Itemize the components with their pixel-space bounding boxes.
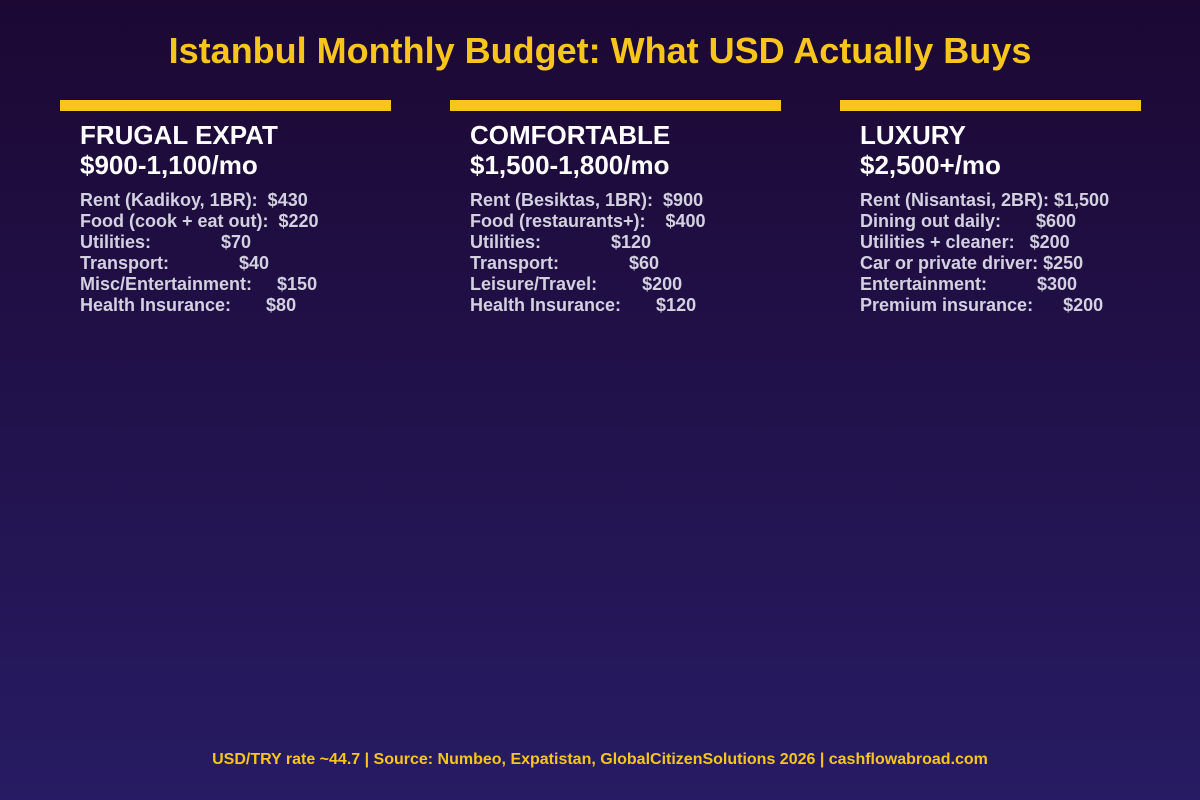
budget-column-luxury: LUXURY $2,500+/mo Rent (Nisantasi, 2BR):… [840, 100, 1141, 316]
expense-item: Transport: $40 [80, 253, 270, 273]
tier-heading: LUXURY [860, 120, 966, 150]
expense-item: Utilities: $70 [80, 232, 252, 252]
expense-item: Leisure/Travel: $200 [470, 274, 683, 294]
expense-list: Rent (Nisantasi, 2BR): $1,500 Dining out… [860, 190, 1141, 316]
expense-item: Premium insurance: $200 [860, 295, 1104, 315]
accent-bar [840, 100, 1141, 111]
expense-item: Transport: $60 [470, 253, 660, 273]
tier-price: $2,500+/mo [860, 150, 1001, 180]
expense-list: Rent (Kadikoy, 1BR): $430 Food (cook + e… [80, 190, 391, 316]
accent-bar [60, 100, 391, 111]
expense-list: Rent (Besiktas, 1BR): $900 Food (restaur… [470, 190, 781, 316]
expense-item: Rent (Besiktas, 1BR): $900 [470, 190, 704, 210]
tier-heading: FRUGAL EXPAT [80, 120, 278, 150]
expense-item: Rent (Kadikoy, 1BR): $430 [80, 190, 308, 210]
expense-item: Entertainment: $300 [860, 274, 1078, 294]
budget-column-frugal: FRUGAL EXPAT $900-1,100/mo Rent (Kadikoy… [60, 100, 391, 316]
expense-item: Health Insurance: $120 [470, 295, 697, 315]
source-footer: USD/TRY rate ~44.7 | Source: Numbeo, Exp… [212, 751, 988, 768]
expense-item: Misc/Entertainment: $150 [80, 274, 318, 294]
expense-item: Utilities + cleaner: $200 [860, 232, 1070, 252]
tier-price: $1,500-1,800/mo [470, 150, 670, 180]
expense-item: Food (restaurants+): $400 [470, 211, 706, 231]
budget-column-comfortable: COMFORTABLE $1,500-1,800/mo Rent (Besikt… [450, 100, 781, 316]
tier-price: $900-1,100/mo [80, 150, 258, 180]
accent-bar [450, 100, 781, 111]
expense-item: Dining out daily: $600 [860, 211, 1077, 231]
expense-item: Food (cook + eat out): $220 [80, 211, 319, 231]
tier-heading: COMFORTABLE [470, 120, 671, 150]
expense-item: Health Insurance: $80 [80, 295, 297, 315]
expense-item: Rent (Nisantasi, 2BR): $1,500 [860, 190, 1110, 210]
page-title: Istanbul Monthly Budget: What USD Actual… [168, 30, 1032, 71]
expense-item: Utilities: $120 [470, 232, 652, 252]
expense-item: Car or private driver: $250 [860, 253, 1084, 273]
